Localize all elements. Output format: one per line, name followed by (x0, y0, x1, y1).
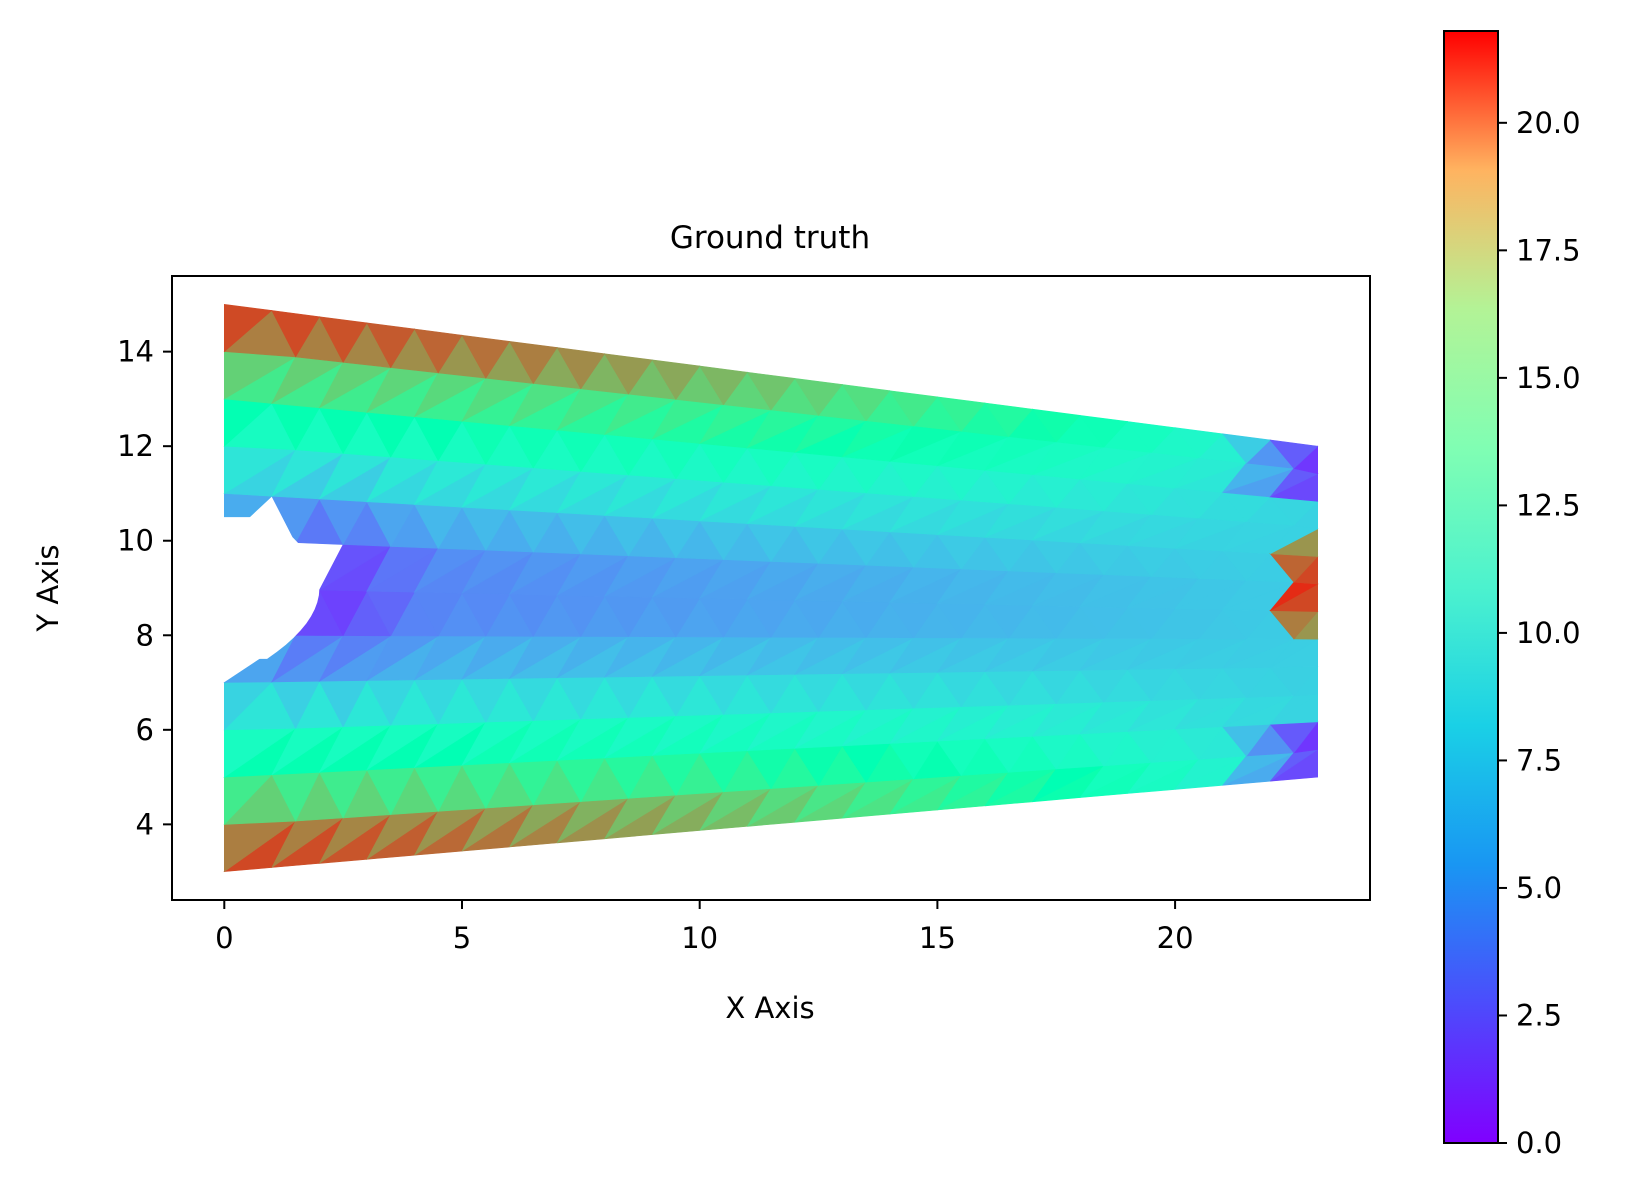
mesh-triangle (318, 316, 368, 363)
colorbar-ticks: 0.0 2.5 5.0 7.5 10.0 12.5 15.0 17.5 20.0 (1498, 106, 1581, 1160)
colorbar-tick-label: 7.5 (1516, 743, 1562, 777)
colorbar-tick-label: 15.0 (1516, 361, 1581, 395)
mesh-triangle (651, 359, 701, 400)
y-tick-label: 14 (117, 335, 154, 369)
colorbar-tick-label: 2.5 (1516, 998, 1562, 1032)
colorbar-tick-label: 10.0 (1516, 616, 1581, 650)
mesh-triangle (841, 384, 891, 422)
colorbar-tick-label: 0.0 (1516, 1126, 1562, 1160)
colorbar-tick-label: 17.5 (1516, 233, 1581, 267)
x-axis: 0 5 10 15 20 (215, 900, 1194, 955)
mesh-triangle (1126, 421, 1176, 453)
x-tick-label: 5 (453, 921, 471, 955)
mesh-triangle (936, 396, 986, 432)
mesh-triangle (1174, 427, 1224, 459)
colorbar-frame (1443, 30, 1499, 1144)
mesh-triangle (699, 365, 748, 406)
notch-cutout (214, 517, 320, 659)
x-tick-label: 20 (1157, 921, 1194, 955)
mesh-triangle (556, 347, 606, 390)
mesh-triangle (224, 304, 273, 353)
mesh-triangle (984, 402, 1034, 438)
x-tick-label: 0 (215, 921, 233, 955)
chart-title: Ground truth (670, 220, 870, 256)
colorbar (1444, 31, 1498, 1143)
y-tick-label: 10 (117, 524, 154, 558)
mesh-triangle (1221, 433, 1271, 464)
mesh-triangle (461, 334, 511, 379)
mesh-triangle (366, 322, 415, 369)
mesh-triangle (1269, 439, 1319, 469)
y-axis-label: Y Axis (31, 544, 65, 632)
x-axis-label: X Axis (725, 991, 814, 1025)
mesh-triangle (746, 371, 796, 411)
mesh-triangle (794, 378, 843, 416)
y-tick-label: 12 (117, 429, 154, 463)
mesh-triangle (889, 390, 938, 427)
colorbar-tick-label: 5.0 (1516, 871, 1562, 905)
colorbar-tick-label: 20.0 (1516, 106, 1581, 140)
mesh-triangle (1079, 415, 1129, 448)
y-axis: 4 6 8 10 12 14 (117, 335, 172, 841)
mesh-triangle (508, 341, 558, 385)
mesh-field (214, 304, 1319, 873)
y-tick-label: 4 (136, 807, 154, 841)
x-tick-label: 15 (919, 921, 956, 955)
mesh-triangle (604, 353, 653, 395)
y-tick-label: 6 (136, 713, 154, 747)
plot-area-frame (171, 275, 1371, 901)
colorbar-tick-label: 12.5 (1516, 488, 1581, 522)
mesh-triangle (271, 310, 320, 358)
y-tick-label: 8 (136, 618, 154, 652)
x-tick-label: 10 (681, 921, 718, 955)
mesh-triangle (1031, 408, 1081, 443)
mesh-triangle (413, 328, 463, 374)
